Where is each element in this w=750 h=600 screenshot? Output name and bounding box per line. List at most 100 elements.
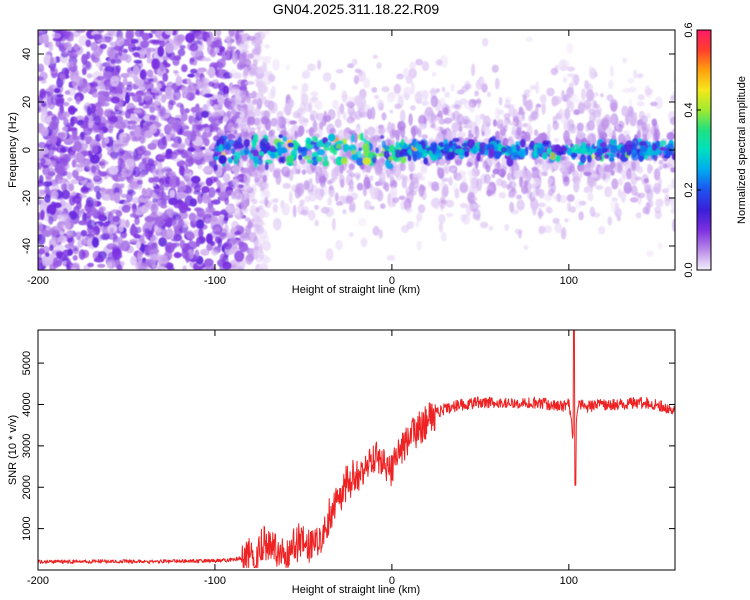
- heatmap-cell: [243, 138, 251, 148]
- heatmap-cell: [69, 35, 74, 42]
- heatmap-cell: [562, 76, 568, 84]
- heatmap-cell: [398, 195, 406, 200]
- heatmap-cell: [251, 198, 258, 205]
- heatmap-cell: [200, 248, 210, 256]
- heatmap-cell: [65, 229, 73, 239]
- heatmap-cell: [659, 140, 667, 146]
- colorbar-label: Normalized spectral amplitude: [736, 76, 748, 224]
- heatmap-cell: [179, 160, 186, 166]
- heatmap-cell: [38, 248, 45, 255]
- heatmap-cell: [179, 239, 186, 249]
- heatmap-cell: [62, 126, 69, 132]
- heatmap-cell: [249, 204, 256, 216]
- heatmap-cell: [108, 124, 114, 134]
- heatmap-cell: [207, 66, 216, 79]
- y-tick-label: 3000: [21, 434, 33, 458]
- heatmap-cell: [320, 206, 330, 214]
- heatmap-cell: [622, 161, 631, 170]
- heatmap-cell: [336, 140, 344, 145]
- heatmap-cell: [164, 153, 172, 160]
- heatmap-cell: [125, 191, 133, 203]
- heatmap-cell: [468, 129, 472, 135]
- heatmap-cell: [115, 122, 125, 129]
- heatmap-cell: [243, 183, 252, 192]
- heatmap-cell: [346, 116, 355, 124]
- heatmap-cell: [467, 170, 475, 176]
- heatmap-cell: [535, 81, 540, 95]
- heatmap-cell: [47, 160, 57, 168]
- heatmap-cell: [461, 115, 470, 124]
- heatmap-cell: [429, 89, 439, 94]
- heatmap-cell: [256, 97, 263, 110]
- heatmap-cell: [120, 193, 128, 199]
- heatmap-cell: [307, 63, 316, 72]
- heatmap-cell: [643, 178, 649, 184]
- heatmap-cell: [372, 225, 380, 236]
- heatmap-cell: [386, 255, 396, 261]
- heatmap-cell: [496, 161, 501, 170]
- heatmap-cell: [134, 126, 141, 138]
- heatmap-cell: [67, 248, 73, 256]
- heatmap-cell: [165, 148, 173, 155]
- heatmap-cell: [169, 100, 177, 106]
- heatmap-cell: [251, 90, 257, 97]
- heatmap-cell: [280, 148, 288, 154]
- heatmap-cell: [400, 138, 405, 146]
- heatmap-cell: [95, 191, 102, 200]
- heatmap-cell: [156, 83, 162, 89]
- heatmap-cell: [160, 204, 168, 209]
- heatmap-cell: [103, 193, 111, 202]
- heatmap-cell: [133, 116, 141, 122]
- heatmap-cell: [210, 44, 216, 49]
- heatmap-cell: [151, 58, 158, 70]
- heatmap-cell: [173, 136, 182, 145]
- heatmap-cell: [519, 176, 524, 188]
- heatmap-cell: [564, 107, 571, 120]
- heatmap-cell: [273, 198, 279, 203]
- heatmap-cell: [253, 222, 258, 235]
- heatmap-cell: [198, 83, 206, 89]
- heatmap-cell: [91, 236, 100, 248]
- heatmap-cell: [69, 151, 76, 159]
- heatmap-cell: [579, 154, 587, 164]
- heatmap-cell: [347, 63, 355, 69]
- heatmap-cell: [51, 115, 57, 122]
- heatmap-cell: [554, 64, 559, 73]
- heatmap-cell: [119, 183, 125, 189]
- heatmap-cell: [450, 112, 455, 122]
- heatmap-cell: [318, 121, 327, 127]
- heatmap-cell: [658, 165, 663, 170]
- heatmap-cell: [323, 155, 328, 161]
- spectrogram-y-label: Frequency (Hz): [7, 112, 19, 188]
- heatmap-cell: [238, 158, 244, 168]
- heatmap-cell: [589, 113, 596, 123]
- heatmap-cell: [479, 79, 487, 85]
- heatmap-cell: [503, 113, 511, 120]
- heatmap-cell: [199, 181, 205, 187]
- heatmap-cell: [214, 226, 221, 232]
- heatmap-cell: [409, 61, 416, 70]
- heatmap-cell: [282, 182, 292, 189]
- heatmap-cell: [508, 121, 517, 126]
- heatmap-cell: [482, 160, 489, 169]
- heatmap-cell: [376, 98, 383, 108]
- heatmap-cell: [38, 63, 45, 73]
- heatmap-cell: [354, 94, 363, 107]
- heatmap-cell: [583, 99, 592, 110]
- heatmap-cell: [542, 152, 548, 160]
- heatmap-cell: [144, 228, 151, 234]
- heatmap-cell: [539, 95, 547, 102]
- heatmap-cell: [85, 211, 92, 219]
- snr-y-label: SNR (10 * v/v): [7, 415, 19, 485]
- heatmap-cell: [430, 95, 439, 108]
- heatmap-cell: [297, 125, 305, 135]
- heatmap-cell: [335, 144, 342, 149]
- heatmap-cell: [486, 189, 493, 197]
- heatmap-cell: [452, 137, 460, 143]
- heatmap-cell: [127, 120, 137, 125]
- heatmap-cell: [219, 191, 227, 196]
- heatmap-cell: [103, 71, 113, 80]
- heatmap-cell: [410, 81, 415, 95]
- heatmap-cell: [646, 250, 654, 257]
- heatmap-cell: [659, 146, 667, 151]
